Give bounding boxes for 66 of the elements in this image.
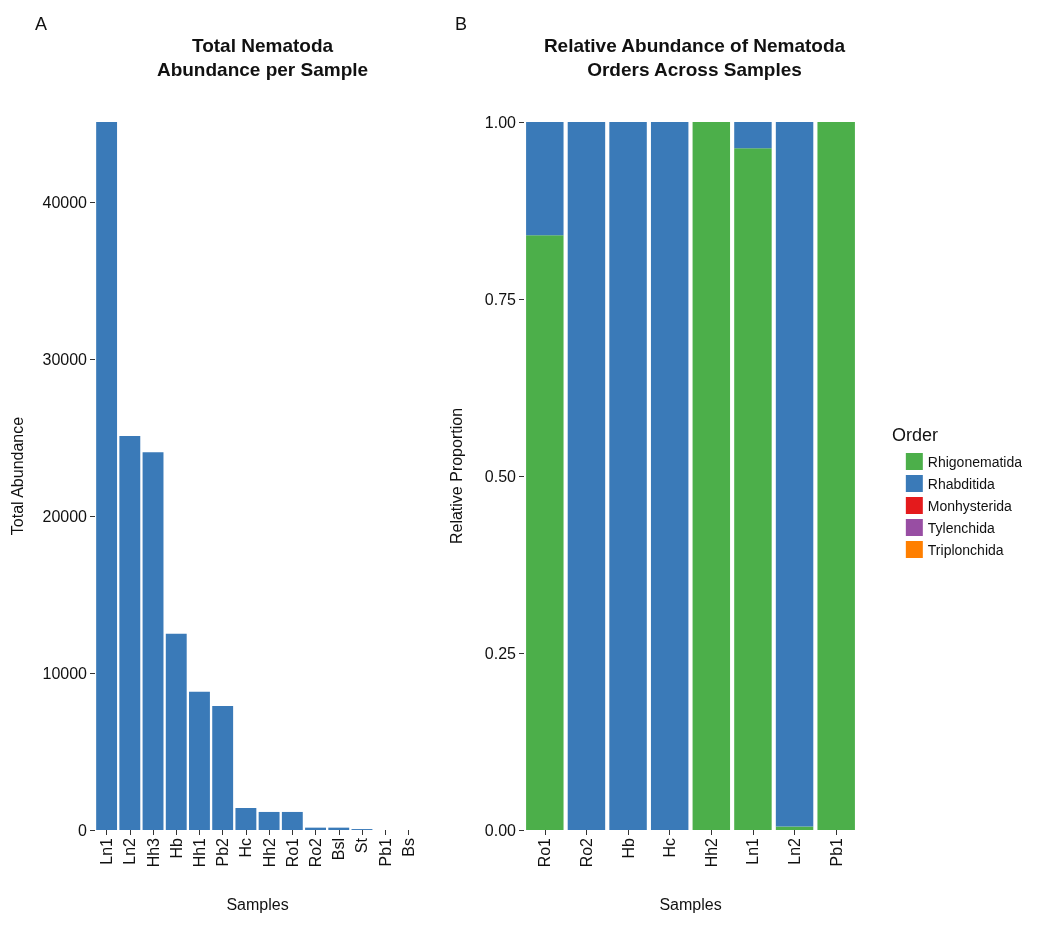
bar	[212, 705, 234, 830]
bar	[609, 122, 647, 830]
x-tick-label: Hh1	[190, 837, 208, 868]
bar	[235, 808, 257, 830]
chart-title: Total Nematoda Abundance per Sample	[156, 34, 369, 80]
legend-label: Monhysterida	[927, 497, 1013, 514]
bar	[734, 122, 772, 149]
y-axis-title: Relative Proportion	[447, 407, 465, 545]
x-tick-label: Hc	[237, 838, 255, 858]
y-tick-label: 1.00	[484, 113, 517, 131]
bar	[775, 122, 814, 827]
y-tick-label: 10000	[42, 664, 88, 682]
x-tick-label: Pb1	[827, 837, 845, 867]
y-tick-label: 0.50	[484, 467, 517, 485]
y-tick-label: 0	[78, 821, 88, 839]
x-tick-label: St	[353, 837, 371, 854]
y-tick-label: 20000	[42, 507, 88, 525]
x-tick-label: Ln1	[744, 837, 762, 865]
legend-title: Order	[892, 425, 939, 445]
text: A	[35, 14, 48, 34]
x-tick-label: Hb	[619, 837, 637, 859]
x-tick-label: Ln2	[786, 837, 804, 865]
y-tick-label: 0.75	[484, 290, 517, 308]
bar	[526, 235, 564, 830]
legend-label: Tylenchida	[927, 519, 995, 536]
y-axis-title: Total Abundance	[8, 416, 26, 536]
bar	[526, 122, 564, 236]
bar	[567, 122, 606, 830]
bar	[650, 122, 689, 830]
x-tick-label: Bs	[399, 838, 417, 857]
x-tick-label: Ln1	[98, 837, 116, 865]
bar	[119, 435, 141, 830]
bar	[734, 148, 772, 830]
x-tick-label: Hh3	[144, 837, 162, 868]
x-tick-label: Hb	[167, 837, 185, 859]
legend-label: Rhabditida	[927, 475, 995, 492]
bar	[189, 691, 210, 830]
x-tick-label: Pb2	[214, 837, 232, 867]
y-tick-label: 0.25	[484, 644, 517, 662]
x-tick-label: Ro1	[536, 837, 554, 868]
x-axis-title: Samples	[226, 895, 289, 913]
x-tick-label: Ro2	[577, 837, 595, 868]
y-tick-label: 30000	[42, 350, 88, 368]
bar	[281, 811, 303, 830]
bar	[258, 811, 280, 830]
chart-title: Relative Abundance of Nematoda Orders Across Samples	[543, 34, 846, 80]
text: B	[455, 14, 468, 34]
x-tick-label: Hh2	[260, 837, 278, 868]
x-tick-label: Ro1	[283, 837, 301, 868]
x-tick-label: Hh2	[702, 837, 720, 868]
bar	[96, 122, 118, 830]
x-tick-label: Hc	[661, 838, 679, 858]
bar	[165, 633, 187, 830]
bar	[817, 122, 855, 830]
bar	[142, 452, 164, 830]
y-tick-label: 40000	[42, 193, 88, 211]
bar	[775, 826, 814, 830]
x-tick-label: Pb1	[376, 837, 394, 867]
x-tick-label: Bsl	[330, 838, 348, 861]
legend-label: Triplonchida	[927, 541, 1004, 558]
bar	[692, 122, 731, 830]
y-tick-label: 0.00	[484, 821, 517, 839]
legend-label: Rhigonematida	[927, 453, 1023, 470]
x-tick-label: Ln2	[121, 837, 139, 865]
x-tick-label: Ro2	[307, 837, 325, 868]
x-axis-title: Samples	[659, 895, 722, 913]
